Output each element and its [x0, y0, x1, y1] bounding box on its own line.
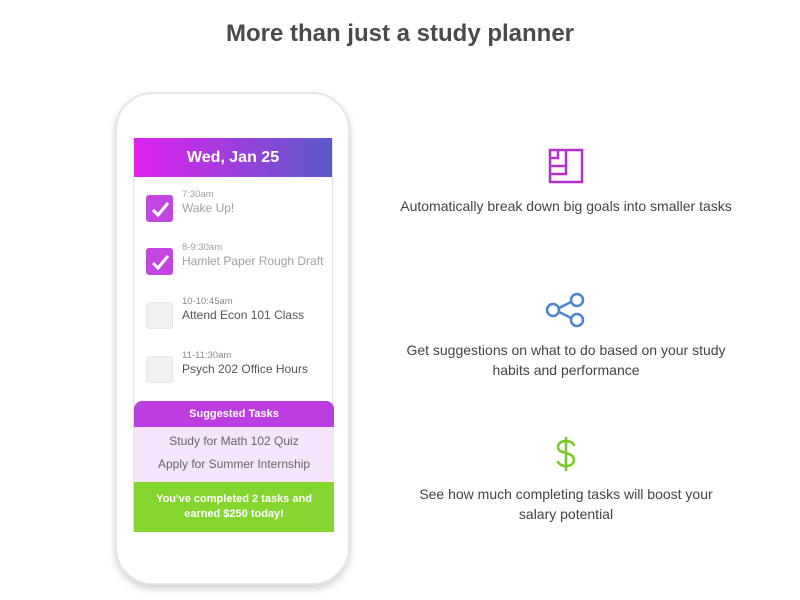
task-name: Attend Econ 101 Class: [182, 308, 305, 322]
feature-text: Get suggestions on what to do based on y…: [406, 342, 726, 378]
task-name: Hamlet Paper Rough Draft: [182, 254, 324, 268]
checkbox-unchecked[interactable]: [146, 356, 173, 383]
checkbox-checked[interactable]: [146, 248, 173, 275]
feature-salary: See how much completing tasks will boost…: [400, 436, 732, 524]
suggested-task[interactable]: Study for Math 102 Quiz: [169, 434, 299, 448]
task-item[interactable]: 8-9:30am Hamlet Paper Rough Draft: [146, 242, 331, 288]
checkmark-icon: [151, 255, 170, 271]
banner-line: earned $250 today!: [184, 508, 284, 520]
task-item[interactable]: 7:30am Wake Up!: [146, 189, 331, 235]
task-name: Wake Up!: [182, 201, 235, 215]
feature-breakdown: Automatically break down big goals into …: [400, 148, 732, 216]
task-time: 8-9:30am: [182, 242, 223, 253]
suggested-task[interactable]: Apply for Summer Internship: [157, 457, 311, 471]
banner-line: You've completed 2 tasks and: [156, 493, 312, 505]
feature-suggestions: Get suggestions on what to do based on y…: [400, 292, 732, 380]
date-header: Wed, Jan 25: [134, 138, 332, 177]
checkbox-checked[interactable]: [146, 195, 173, 222]
feature-text: Automatically break down big goals into …: [400, 198, 732, 214]
phone-screen: Wed, Jan 25 7:30am Wake Up! 8-9:30am Ham…: [133, 138, 334, 532]
page-title: More than just a study planner: [225, 20, 575, 47]
dollar-icon: [556, 437, 576, 471]
earnings-banner: You've completed 2 tasks and earned $250…: [134, 482, 334, 532]
task-time: 10-10:45am: [182, 296, 233, 307]
feature-text: See how much completing tasks will boost…: [419, 486, 713, 522]
checkmark-icon: [151, 202, 170, 218]
task-time: 7:30am: [182, 189, 214, 200]
task-name: Psych 202 Office Hours: [182, 362, 308, 376]
task-time: 11-11:30am: [182, 350, 232, 361]
task-item[interactable]: 10-10:45am Attend Econ 101 Class: [146, 296, 331, 342]
task-item[interactable]: 11-11:30am Psych 202 Office Hours: [146, 350, 331, 396]
suggested-tasks-panel: Suggested Tasks Study for Math 102 Quiz …: [134, 401, 334, 482]
share-nodes-icon: [545, 292, 585, 328]
checkbox-unchecked[interactable]: [146, 302, 173, 329]
breakdown-squares-icon: [548, 148, 584, 184]
suggested-tasks-header: Suggested Tasks: [134, 401, 334, 427]
